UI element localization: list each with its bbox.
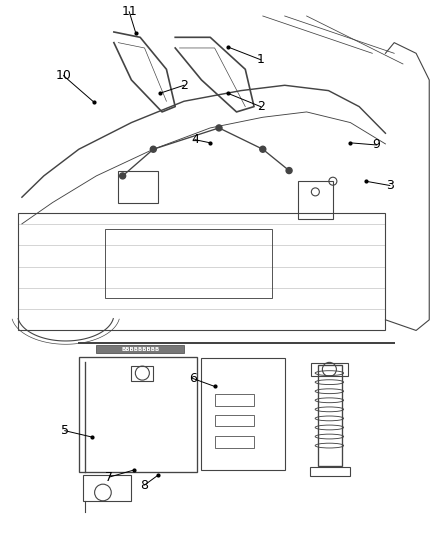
Bar (96, 345, 184, 353)
Bar (118, 171, 158, 203)
Text: 2: 2 (257, 100, 265, 113)
Text: 3: 3 (386, 179, 394, 192)
Circle shape (216, 125, 222, 131)
Text: 4: 4 (191, 133, 199, 146)
Bar (318, 365, 342, 466)
Bar (215, 436, 254, 448)
Bar (131, 366, 153, 381)
Text: 8: 8 (141, 479, 148, 491)
Bar (310, 467, 350, 476)
Text: 11: 11 (121, 5, 137, 18)
Bar (298, 181, 333, 219)
Text: 2: 2 (180, 79, 188, 92)
Bar (18, 213, 385, 330)
Bar (83, 475, 131, 501)
Text: 7: 7 (106, 471, 113, 483)
Text: 10: 10 (56, 69, 71, 82)
Bar (201, 358, 285, 470)
Circle shape (150, 146, 156, 152)
Bar (79, 357, 197, 472)
Circle shape (260, 146, 266, 152)
Text: 5: 5 (61, 424, 69, 437)
Text: BBBBBBBBB: BBBBBBBBB (121, 347, 159, 352)
Bar (105, 229, 272, 298)
Circle shape (286, 167, 292, 174)
Bar (215, 394, 254, 406)
Text: 9: 9 (373, 139, 381, 151)
Text: 6: 6 (189, 372, 197, 385)
Bar (311, 363, 348, 376)
Circle shape (120, 173, 126, 179)
Text: 1: 1 (257, 53, 265, 66)
Bar (215, 415, 254, 426)
